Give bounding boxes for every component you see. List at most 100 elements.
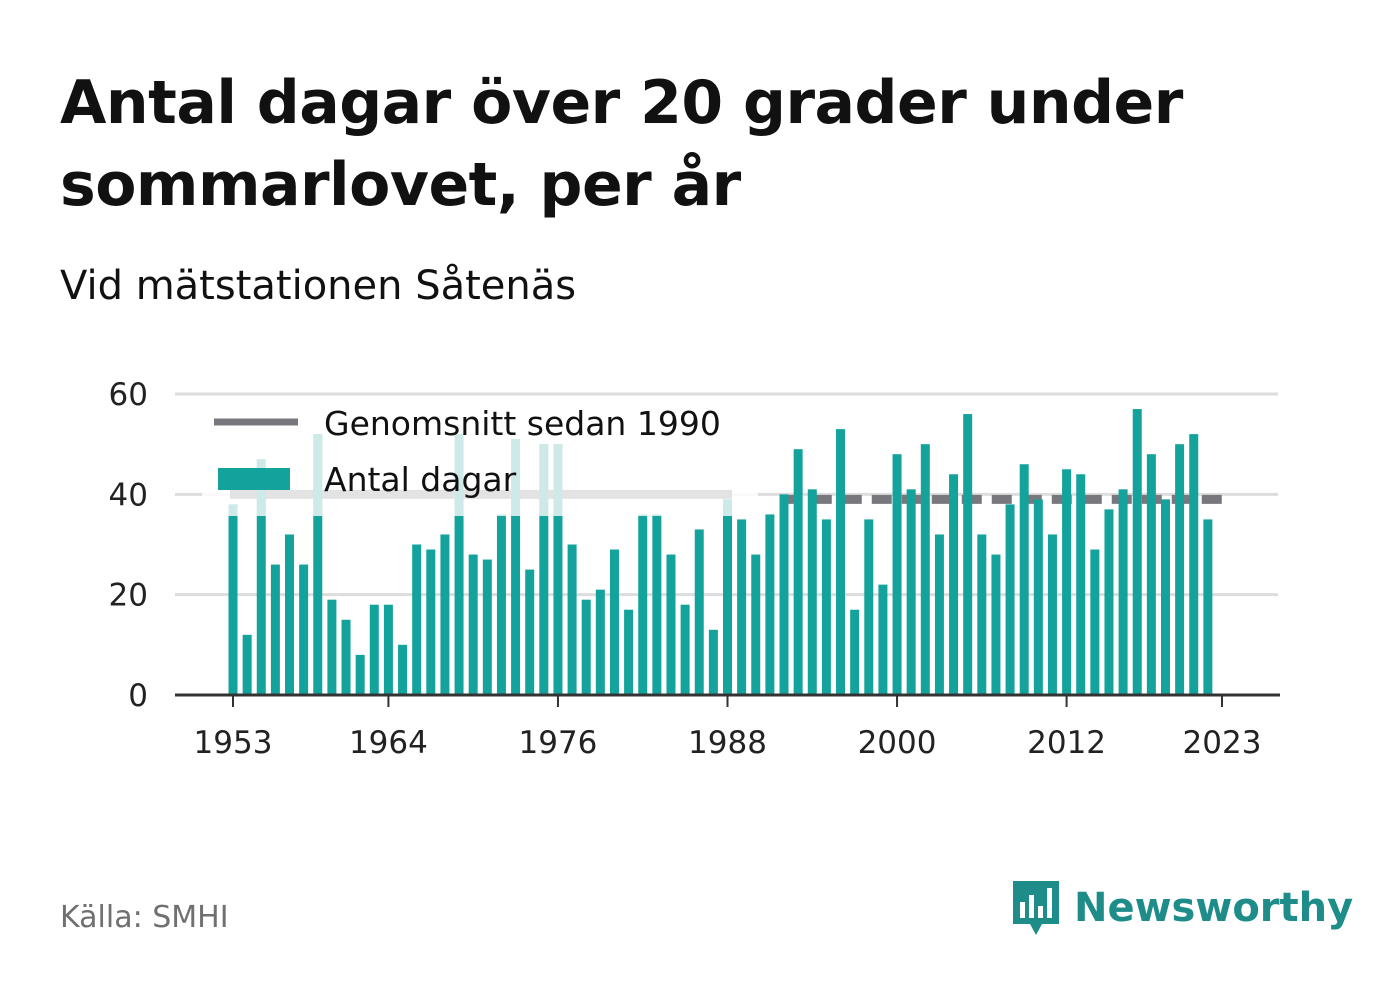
bar-1973 xyxy=(511,439,521,695)
x-tick-label: 2000 xyxy=(858,725,937,761)
bar-2001 xyxy=(906,489,916,695)
bar-faded-overlap-1959 xyxy=(313,489,323,500)
bar-faded-1969 xyxy=(454,434,464,516)
legend-bars-swatch xyxy=(218,468,290,490)
bar-2010 xyxy=(1033,499,1043,695)
bar-1954 xyxy=(242,634,252,695)
bar-1958 xyxy=(299,564,309,695)
bar-2016 xyxy=(1118,489,1128,695)
bar-faded-1982 xyxy=(638,514,648,516)
bar-1995 xyxy=(821,519,831,695)
bar-1996 xyxy=(836,429,846,695)
bar-2017 xyxy=(1132,409,1142,695)
bar-1985 xyxy=(680,604,690,695)
x-tick-label: 1988 xyxy=(688,725,767,761)
bar-faded-overlap-1969 xyxy=(454,489,464,500)
chart-title: Antal dagar över 20 grader under sommarl… xyxy=(60,68,1183,220)
bar-2019 xyxy=(1160,499,1170,695)
bar-1986 xyxy=(694,529,704,695)
bar-1953 xyxy=(228,504,238,695)
bar-2007 xyxy=(991,554,1001,695)
x-tick-label: 1953 xyxy=(194,725,273,761)
bar-faded-overlap-1975 xyxy=(539,489,549,500)
bar-1993 xyxy=(793,449,803,695)
bar-1999 xyxy=(878,584,888,695)
bar-2020 xyxy=(1175,444,1185,695)
bar-faded-overlap-1955 xyxy=(256,489,266,500)
bar-2004 xyxy=(949,474,959,695)
bar-1992 xyxy=(779,494,789,695)
x-tick-label: 2023 xyxy=(1183,725,1262,761)
bar-faded-1988 xyxy=(723,499,732,516)
bar-1974 xyxy=(525,569,535,695)
bar-1971 xyxy=(482,559,492,695)
bar-2002 xyxy=(920,444,930,695)
chart-subtitle: Vid mätstationen Såtenäs xyxy=(60,263,577,309)
bar-2014 xyxy=(1090,549,1100,695)
brand-logo: Newsworthy xyxy=(1010,878,1353,938)
bar-2022 xyxy=(1203,519,1213,695)
bar-1964 xyxy=(383,604,393,695)
bar-1966 xyxy=(412,544,422,695)
bar-1975 xyxy=(539,444,549,695)
bar-2005 xyxy=(963,414,973,695)
bar-1960 xyxy=(327,599,337,695)
bar-1982 xyxy=(638,514,648,695)
y-tick-label: 20 xyxy=(109,578,148,614)
bar-2003 xyxy=(934,534,944,695)
y-tick-label: 0 xyxy=(128,678,148,714)
source-note: Källa: SMHI xyxy=(60,900,229,935)
x-tick-label: 2012 xyxy=(1027,725,1106,761)
bar-1987 xyxy=(708,629,718,695)
bar-faded-1983 xyxy=(652,514,662,516)
bar-1963 xyxy=(369,604,379,695)
bar-1989 xyxy=(737,519,747,695)
bar-faded-1972 xyxy=(496,514,506,516)
bar-2000 xyxy=(892,454,902,695)
y-tick-label: 60 xyxy=(109,377,148,413)
bar-2011 xyxy=(1047,534,1057,695)
bar-1990 xyxy=(751,554,761,695)
bar-1967 xyxy=(426,549,436,695)
bar-1981 xyxy=(624,609,634,695)
bar-1969 xyxy=(454,434,464,695)
bar-faded-1973 xyxy=(511,439,521,516)
bar-1998 xyxy=(864,519,874,695)
bar-2021 xyxy=(1189,434,1199,695)
bar-1994 xyxy=(807,489,817,695)
bar-1983 xyxy=(652,514,662,695)
bar-1956 xyxy=(270,564,280,695)
brand-name: Newsworthy xyxy=(1074,885,1354,931)
x-tick-label: 1976 xyxy=(519,725,598,761)
bar-1984 xyxy=(666,554,676,695)
legend: Genomsnitt sedan 1990 Antal dagar xyxy=(214,404,721,499)
bar-1979 xyxy=(595,589,605,695)
axes: 0 20 40 60 1953 1964 1976 1988 2000 2012 2023 xyxy=(109,377,1280,761)
y-tick-label: 40 xyxy=(109,477,148,513)
bar-2013 xyxy=(1076,474,1086,695)
bar-1988 xyxy=(723,499,732,695)
legend-label-bars: Antal dagar xyxy=(324,460,517,499)
bar-1965 xyxy=(398,644,408,695)
bar-faded-1976 xyxy=(553,444,563,516)
bar-faded-overlap-1976 xyxy=(553,489,563,500)
bar-faded-1959 xyxy=(313,434,323,516)
bar-faded-1975 xyxy=(539,444,549,516)
bar-1980 xyxy=(609,549,619,695)
bar-1961 xyxy=(341,619,351,695)
bar-1968 xyxy=(440,534,450,695)
bar-1976 xyxy=(553,444,563,695)
bar-1957 xyxy=(285,534,295,695)
x-tick-label: 1964 xyxy=(349,725,428,761)
bar-1991 xyxy=(765,514,775,695)
bar-1970 xyxy=(468,554,478,695)
bar-2018 xyxy=(1146,454,1156,695)
bar-1959 xyxy=(313,434,323,695)
bar-2006 xyxy=(977,534,987,695)
newsworthy-logo-icon xyxy=(1013,881,1059,935)
bar-1962 xyxy=(355,654,365,695)
legend-label-average: Genomsnitt sedan 1990 xyxy=(324,404,721,443)
bar-2012 xyxy=(1062,469,1072,695)
bar-1977 xyxy=(567,544,577,695)
